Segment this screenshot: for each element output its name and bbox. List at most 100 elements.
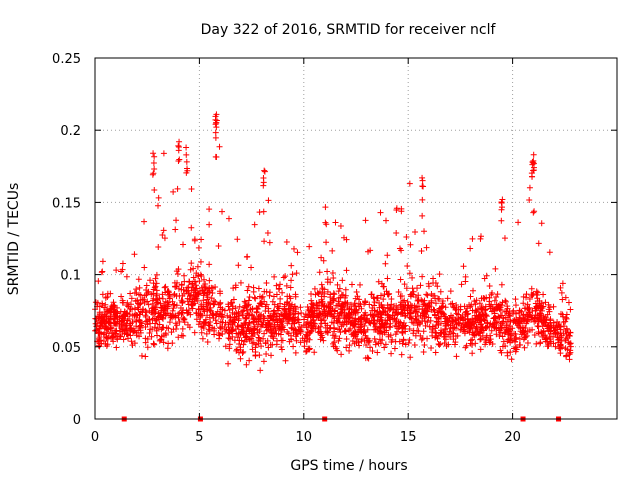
data-point [375,278,382,285]
data-point [240,312,247,319]
data-point [321,293,328,300]
data-point [152,283,159,290]
data-point [416,321,423,328]
data-point [508,335,515,342]
data-point [179,325,186,332]
data-point [265,308,272,315]
data-point [211,325,218,332]
data-point [384,311,391,318]
data-point [327,324,334,331]
data-point [419,183,426,190]
data-point [370,294,377,301]
data-point [309,304,316,311]
data-point [355,339,362,346]
data-point [318,299,325,306]
data-point [338,302,345,309]
data-point [429,329,436,336]
data-point [216,335,223,342]
data-point [98,311,105,318]
data-point [241,338,248,345]
data-point [418,336,425,343]
data-point [261,238,268,245]
data-point [473,331,480,338]
data-point [127,332,134,339]
data-point [460,326,467,333]
data-point [380,283,387,290]
data-point [406,270,413,277]
data-point [542,336,549,343]
data-point [322,204,329,211]
data-point [125,303,132,310]
data-point [250,327,257,334]
data-point [206,277,213,284]
data-point [523,291,530,298]
data-point [406,325,413,332]
data-point [436,341,443,348]
data-point [313,307,320,314]
data-point [521,330,528,337]
data-point [358,314,365,321]
data-point [273,282,280,289]
data-point [411,341,418,348]
data-point [424,335,431,342]
data-point [321,317,328,324]
data-point [550,340,557,347]
data-point [534,304,541,311]
data-point [160,150,167,157]
data-point [154,325,161,332]
data-point [245,297,252,304]
data-point [295,319,302,326]
data-point [250,316,257,323]
data-point [367,247,374,254]
data-point [262,340,269,347]
data-point [496,327,503,334]
data-point [261,288,268,295]
data-point [419,174,426,181]
data-point [175,142,182,149]
data-point [197,288,204,295]
data-point [487,305,494,312]
data-point [172,320,179,327]
data-point [267,315,274,322]
data-point [501,308,508,315]
data-point [254,326,261,333]
data-point [287,284,294,291]
data-point [398,351,405,358]
data-point [433,322,440,329]
data-point [525,316,532,323]
data-point [563,353,570,360]
data-point [353,289,360,296]
data-point [193,310,200,317]
data-point [367,344,374,351]
data-point [550,319,557,326]
data-point [477,233,484,240]
data-point [147,320,154,327]
data-point [488,291,495,298]
data-point [99,258,106,265]
data-point [533,340,540,347]
data-point [273,330,280,337]
data-point [323,221,330,228]
data-point [161,302,168,309]
data-point [131,289,138,296]
data-point [447,288,454,295]
data-point [206,289,213,296]
data-point [528,285,535,292]
data-point [282,308,289,315]
data-point [419,318,426,325]
data-point [184,295,191,302]
y-tick-label: 0.15 [52,196,81,211]
data-point [564,334,571,341]
data-point [323,239,330,246]
data-point [317,336,324,343]
data-point [318,254,325,261]
data-point [225,335,232,342]
data-point [429,323,436,330]
data-point [151,153,158,160]
data-point [535,323,542,330]
data-point [191,329,198,336]
data-point [343,336,350,343]
data-point [161,284,168,291]
data-point [546,308,553,315]
data-point [282,273,289,280]
